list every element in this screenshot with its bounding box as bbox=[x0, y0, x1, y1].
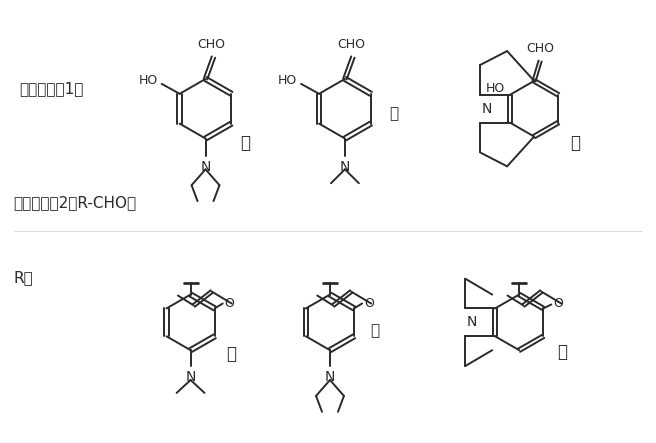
Text: 或: 或 bbox=[390, 106, 399, 121]
Text: CHO: CHO bbox=[337, 38, 365, 51]
Text: O: O bbox=[225, 297, 235, 310]
Text: 所述化合物2为R-CHO；: 所述化合物2为R-CHO； bbox=[13, 196, 136, 210]
Text: N: N bbox=[340, 160, 350, 175]
Text: N: N bbox=[200, 160, 211, 175]
Text: CHO: CHO bbox=[526, 42, 554, 55]
Text: 、: 、 bbox=[226, 345, 236, 363]
Text: HO: HO bbox=[278, 74, 297, 87]
Text: N: N bbox=[482, 102, 492, 116]
Text: R为: R为 bbox=[13, 270, 33, 285]
Text: HO: HO bbox=[138, 74, 157, 87]
Text: N: N bbox=[467, 315, 478, 329]
Text: CHO: CHO bbox=[197, 38, 226, 51]
Text: ；: ； bbox=[570, 135, 580, 152]
Text: 、: 、 bbox=[240, 135, 251, 152]
Text: ；: ； bbox=[557, 343, 567, 361]
Text: 所述化合物1为: 所述化合物1为 bbox=[19, 82, 84, 96]
Text: HO: HO bbox=[485, 82, 505, 95]
Text: 或: 或 bbox=[370, 323, 379, 338]
Text: O: O bbox=[364, 297, 374, 310]
Text: N: N bbox=[325, 370, 335, 384]
Text: N: N bbox=[186, 370, 195, 384]
Text: O: O bbox=[553, 297, 563, 310]
